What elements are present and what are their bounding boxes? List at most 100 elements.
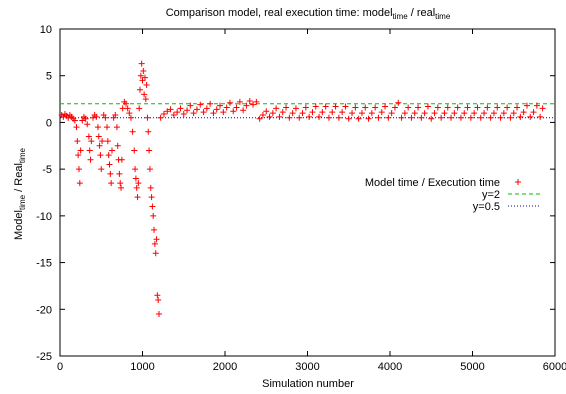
y-tick-label: -5: [42, 164, 52, 176]
data-point: [154, 292, 161, 299]
data-point: [302, 104, 309, 111]
data-point: [75, 152, 82, 159]
data-point: [118, 156, 125, 163]
data-point: [129, 128, 136, 135]
data-point: [79, 117, 86, 124]
x-tick-label: 0: [57, 361, 63, 373]
data-point: [197, 101, 204, 108]
data-point: [118, 184, 125, 191]
data-point: [520, 109, 527, 116]
data-point: [368, 110, 375, 117]
data-point: [335, 114, 342, 121]
data-point: [233, 104, 240, 111]
data-point: [203, 105, 210, 112]
data-point: [150, 212, 157, 219]
data-point: [77, 147, 84, 154]
data-point: [408, 114, 415, 121]
data-point: [207, 100, 214, 107]
data-point: [457, 114, 464, 121]
y-tick-label: -15: [36, 258, 52, 270]
y-tick-label: -25: [36, 351, 52, 363]
data-point: [424, 103, 431, 110]
data-point: [230, 108, 237, 115]
data-point: [236, 98, 243, 105]
data-point: [329, 109, 336, 116]
data-point: [126, 110, 133, 117]
data-point: [142, 96, 149, 103]
data-point: [134, 194, 141, 201]
data-point: [113, 124, 120, 131]
data-point: [149, 203, 156, 210]
data-point: [167, 106, 174, 113]
legend-label-y2: y=2: [482, 189, 500, 201]
data-point: [107, 170, 114, 177]
data-point: [137, 86, 144, 93]
data-point: [451, 110, 458, 117]
data-point: [93, 113, 100, 120]
data-point: [259, 111, 266, 118]
data-point: [87, 156, 94, 163]
data-point: [372, 104, 379, 111]
data-point: [537, 113, 544, 120]
data-point: [352, 104, 359, 111]
x-tick-label: 6000: [543, 361, 566, 373]
data-point: [123, 100, 129, 107]
data-point: [467, 114, 474, 121]
data-point: [156, 310, 162, 317]
x-tick-label: 4000: [378, 361, 402, 373]
data-point: [141, 91, 148, 98]
data-point: [76, 180, 83, 187]
data-point: [365, 115, 372, 122]
data-point: [96, 142, 103, 149]
data-point: [157, 114, 164, 121]
data-point: [170, 111, 177, 118]
data-point: [490, 110, 497, 117]
data-point: [144, 114, 151, 121]
data-point: [213, 106, 220, 113]
data-point: [322, 103, 329, 110]
data-point: [132, 175, 139, 182]
data-point: [141, 74, 148, 81]
data-point: [73, 124, 80, 131]
data-point: [395, 99, 402, 106]
data-point: [184, 107, 191, 114]
data-point: [84, 121, 91, 128]
data-point: [85, 133, 92, 140]
plot-frame: [59, 28, 556, 357]
data-point: [114, 142, 121, 149]
y-tick-label: 10: [40, 24, 52, 36]
data-point: [71, 117, 78, 124]
data-point: [434, 104, 441, 111]
data-point: [82, 115, 89, 122]
data-point: [116, 170, 123, 177]
data-point: [146, 147, 153, 154]
data-point: [312, 103, 319, 110]
data-point: [94, 124, 101, 131]
data-point: [217, 102, 224, 109]
data-point: [358, 110, 365, 117]
data-point: [102, 114, 109, 121]
data-point: [187, 102, 194, 109]
data-point: [530, 109, 537, 116]
data-point: [279, 109, 286, 116]
data-point: [345, 115, 352, 122]
data-point: [461, 110, 468, 117]
data-point: [428, 115, 435, 122]
data-point: [132, 166, 139, 173]
data-point: [382, 103, 389, 110]
data-point: [325, 114, 332, 121]
data-point: [98, 166, 105, 173]
data-point: [401, 110, 408, 117]
data-point: [220, 109, 227, 116]
y-tick-label: -20: [36, 304, 52, 316]
x-tick-label: 3000: [295, 361, 319, 373]
data-point: [99, 138, 106, 145]
data-point: [104, 124, 111, 131]
data-point: [263, 108, 270, 115]
data-points: [58, 60, 546, 317]
data-point: [286, 114, 293, 121]
data-point: [147, 184, 154, 191]
data-point: [136, 105, 143, 112]
data-point: [514, 104, 521, 111]
data-point: [86, 147, 93, 154]
